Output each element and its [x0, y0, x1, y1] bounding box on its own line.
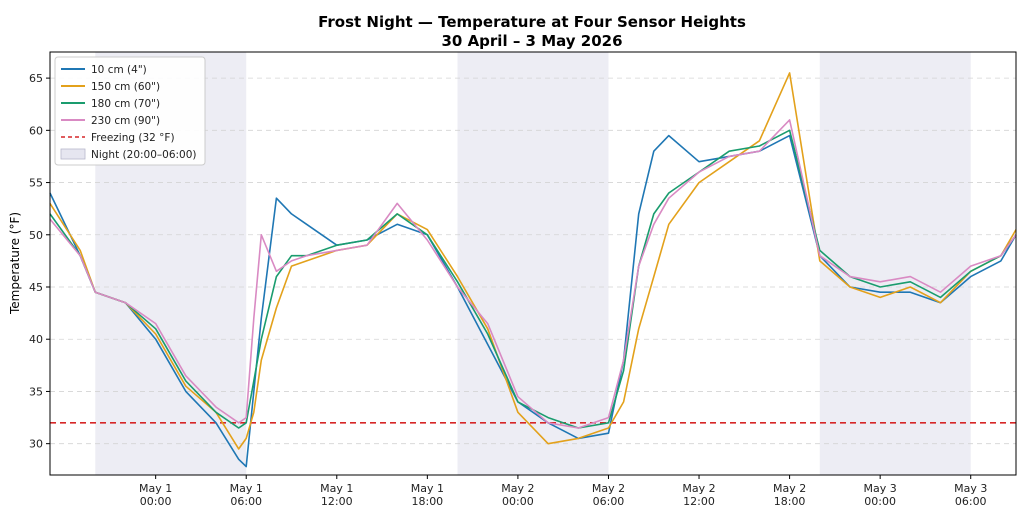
y-tick-label: 30 — [29, 438, 43, 451]
legend-label: Night (20:00–06:00) — [91, 149, 197, 161]
y-tick-label: 55 — [29, 177, 43, 190]
night-band — [457, 52, 609, 475]
legend-swatch — [60, 148, 86, 160]
legend: 10 cm (4") 150 cm (60") 180 cm (70") 230 cm… — [54, 56, 206, 166]
x-tick-label: 18:00 — [774, 495, 806, 508]
x-tick-label: 00:00 — [140, 495, 172, 508]
x-tick-label: May 2 — [592, 482, 625, 495]
x-tick-label: May 2 — [773, 482, 806, 495]
series-line — [49, 119, 1017, 429]
y-tick-label: 40 — [29, 333, 43, 346]
legend-box — [54, 56, 206, 166]
night-band — [819, 52, 971, 475]
x-tick-label: 06:00 — [955, 495, 987, 508]
x-tick-label: 00:00 — [502, 495, 534, 508]
x-tick-label: May 1 — [411, 482, 444, 495]
legend-label: 230 cm (90") — [91, 115, 160, 127]
chart-subtitle: 30 April – 3 May 2026 — [441, 32, 622, 50]
y-tick-label: 65 — [29, 72, 43, 85]
y-tick-label: 35 — [29, 385, 43, 398]
chart-title: Frost Night — Temperature at Four Sensor… — [318, 13, 746, 31]
x-tick-label: 18:00 — [411, 495, 443, 508]
x-tick-label: May 1 — [320, 482, 353, 495]
x-tick-label: 12:00 — [321, 495, 353, 508]
legend-label: 180 cm (70") — [91, 98, 160, 110]
series-line — [49, 72, 1017, 450]
legend-label: Freezing (32 °F) — [91, 132, 175, 144]
x-tick-label: 06:00 — [230, 495, 262, 508]
y-tick-label: 45 — [29, 281, 43, 294]
series-line — [49, 134, 1017, 468]
x-tick-label: 00:00 — [864, 495, 896, 508]
grid-lines — [50, 77, 1016, 445]
x-tick-label: 06:00 — [593, 495, 625, 508]
y-tick-label: 60 — [29, 124, 43, 137]
x-tick-label: 12:00 — [683, 495, 715, 508]
x-tick-label: May 1 — [230, 482, 263, 495]
series-lines — [49, 72, 1017, 468]
x-tick-label: May 2 — [501, 482, 534, 495]
x-tick-label: May 3 — [864, 482, 897, 495]
legend-label: 150 cm (60") — [91, 81, 160, 93]
plot-frame — [49, 51, 1017, 476]
y-axis-ticks: 30 35 40 45 50 55 60 65 — [29, 72, 50, 451]
y-axis-label: Temperature (°F) — [8, 212, 22, 315]
legend-label: 10 cm (4") — [91, 64, 147, 76]
x-tick-label: May 2 — [682, 482, 715, 495]
y-tick-label: 50 — [29, 229, 43, 242]
x-tick-label: May 1 — [139, 482, 172, 495]
x-tick-label: May 3 — [954, 482, 987, 495]
series-line — [49, 129, 1017, 429]
